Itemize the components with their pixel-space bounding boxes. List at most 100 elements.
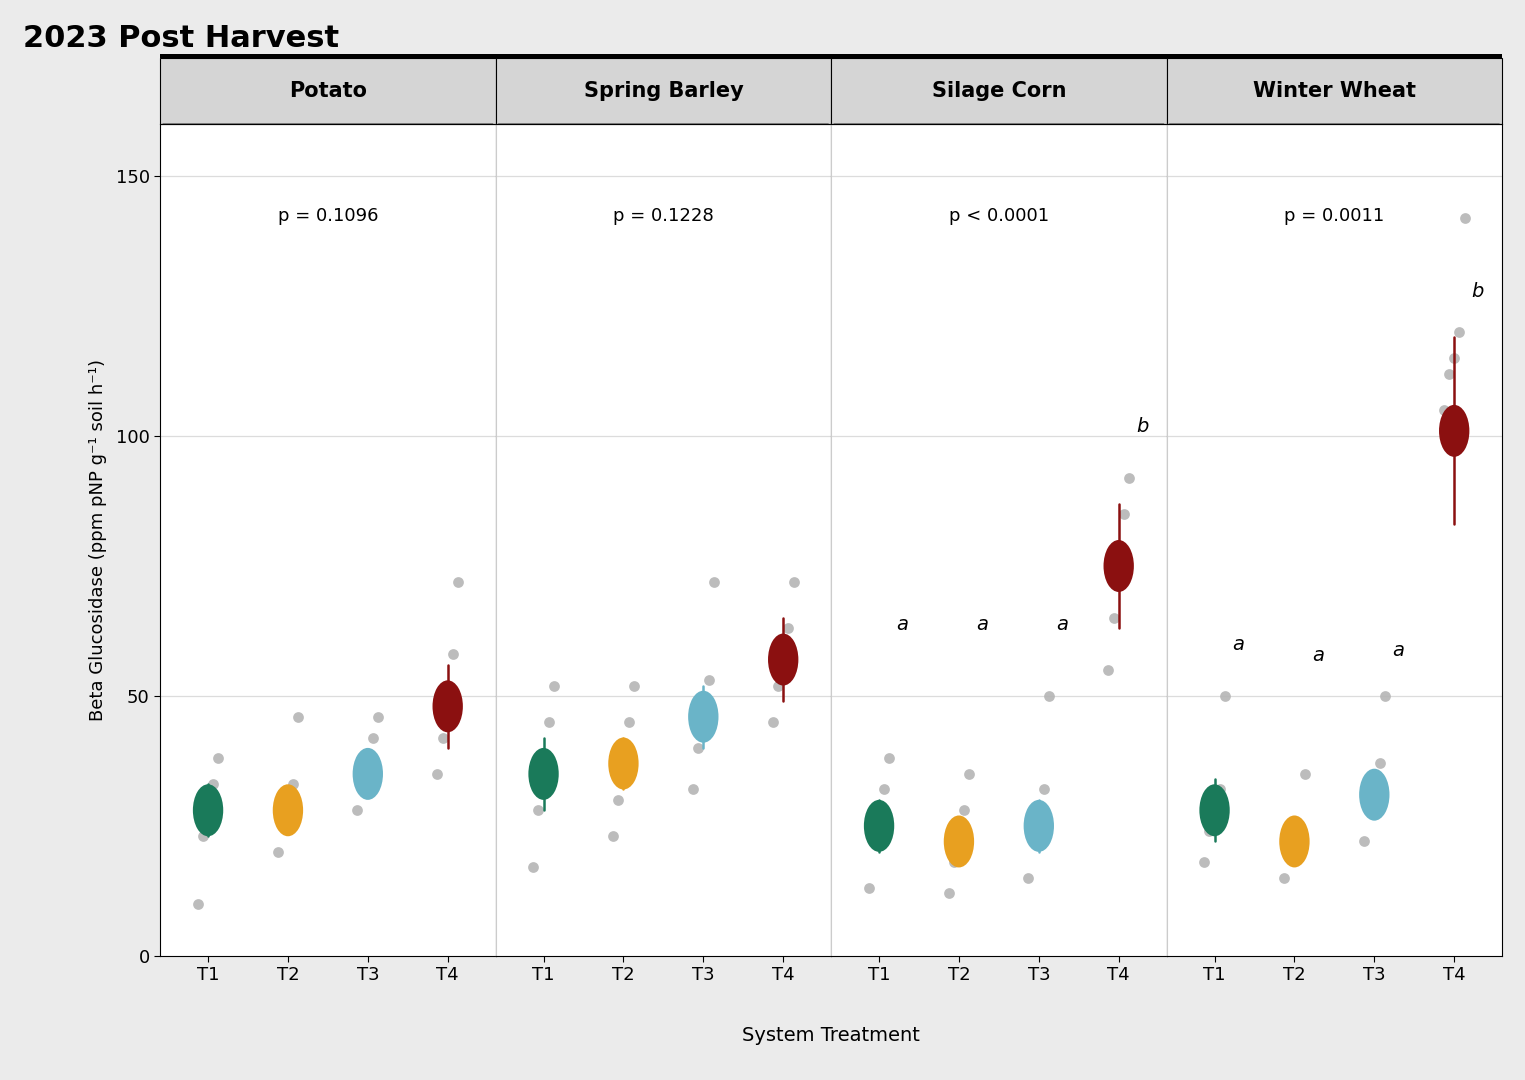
Bar: [496, 54, 831, 57]
Text: p = 0.0011: p = 0.0011: [1284, 207, 1385, 226]
Text: p < 0.0001: p < 0.0001: [949, 207, 1049, 226]
Point: [761, 713, 785, 730]
Point: [601, 827, 625, 845]
Point: [1272, 869, 1296, 887]
Point: [1112, 505, 1136, 523]
Point: [686, 739, 711, 756]
Ellipse shape: [1440, 405, 1470, 457]
Point: [702, 572, 726, 590]
Ellipse shape: [1279, 815, 1310, 867]
Bar: [496, 57, 831, 124]
Point: [605, 792, 630, 809]
Text: p = 0.1228: p = 0.1228: [613, 207, 714, 226]
Text: Spring Barley: Spring Barley: [584, 81, 743, 100]
Point: [1026, 818, 1051, 835]
Point: [522, 859, 546, 876]
Point: [680, 781, 705, 798]
Point: [1372, 687, 1397, 704]
Ellipse shape: [192, 784, 223, 836]
Point: [1351, 833, 1376, 850]
Bar: [831, 54, 1167, 57]
Text: p = 0.1096: p = 0.1096: [278, 207, 378, 226]
Point: [1362, 786, 1386, 804]
Text: b: b: [1136, 417, 1148, 436]
Point: [1293, 766, 1318, 783]
Point: [1368, 755, 1392, 772]
Point: [445, 572, 470, 590]
Point: [936, 885, 961, 902]
Point: [345, 801, 369, 819]
Ellipse shape: [769, 634, 799, 686]
Ellipse shape: [273, 784, 303, 836]
Point: [616, 713, 640, 730]
Point: [776, 620, 801, 637]
Point: [1432, 402, 1456, 419]
Point: [1452, 210, 1476, 227]
Ellipse shape: [1199, 784, 1229, 836]
Y-axis label: Beta Glucosidase (ppm pNP g⁻¹ soil h⁻¹): Beta Glucosidase (ppm pNP g⁻¹ soil h⁻¹): [90, 359, 107, 721]
Point: [186, 895, 210, 913]
Point: [265, 843, 290, 861]
Point: [430, 729, 454, 746]
Point: [1202, 801, 1226, 819]
Point: [1116, 469, 1141, 486]
Ellipse shape: [608, 738, 639, 789]
Ellipse shape: [352, 747, 383, 800]
Point: [436, 698, 461, 715]
Text: Silage Corn: Silage Corn: [932, 81, 1066, 100]
Point: [1101, 609, 1125, 626]
Point: [1107, 557, 1132, 575]
Point: [1208, 781, 1232, 798]
Point: [941, 853, 965, 870]
Point: [947, 833, 971, 850]
Point: [537, 713, 561, 730]
Point: [781, 572, 805, 590]
Point: [1276, 843, 1301, 861]
Point: [281, 775, 305, 793]
Bar: [160, 54, 496, 57]
Point: [872, 781, 897, 798]
Point: [1032, 781, 1057, 798]
Point: [206, 750, 230, 767]
Point: [1016, 869, 1040, 887]
Point: [531, 766, 555, 783]
Point: [1437, 365, 1461, 382]
Ellipse shape: [688, 691, 718, 743]
Bar: [160, 57, 496, 124]
Point: [697, 672, 721, 689]
Point: [772, 651, 796, 669]
Ellipse shape: [1023, 800, 1054, 852]
Point: [691, 703, 715, 720]
Point: [425, 766, 450, 783]
Point: [355, 755, 380, 772]
Point: [622, 677, 647, 694]
Point: [1447, 324, 1472, 341]
Point: [191, 827, 215, 845]
Text: 2023 Post Harvest: 2023 Post Harvest: [23, 24, 339, 53]
Point: [1022, 833, 1046, 850]
Point: [766, 677, 790, 694]
Point: [1096, 661, 1121, 678]
Text: b: b: [1472, 282, 1484, 301]
Point: [952, 801, 976, 819]
Text: Potato: Potato: [288, 81, 368, 100]
Point: [958, 766, 982, 783]
Point: [877, 750, 901, 767]
Point: [195, 801, 220, 819]
Ellipse shape: [863, 800, 894, 852]
Text: a: a: [1392, 640, 1405, 660]
Point: [612, 750, 636, 767]
Point: [1193, 853, 1217, 870]
Ellipse shape: [433, 680, 464, 732]
Text: a: a: [897, 615, 909, 634]
Point: [270, 818, 294, 835]
Bar: [1167, 57, 1502, 124]
Point: [857, 879, 881, 896]
Point: [366, 708, 390, 726]
Bar: [831, 57, 1167, 124]
Point: [526, 801, 551, 819]
Bar: [1167, 54, 1502, 57]
Ellipse shape: [1104, 540, 1135, 592]
Point: [866, 818, 891, 835]
Point: [1212, 687, 1237, 704]
